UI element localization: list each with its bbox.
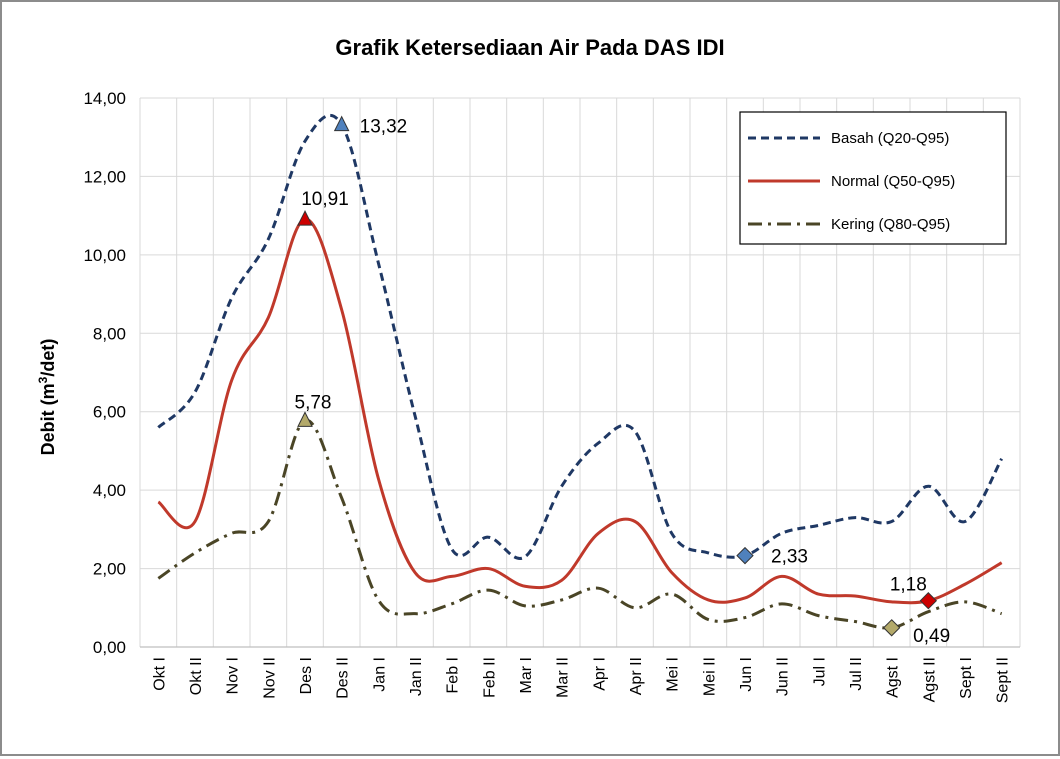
data-label: 2,33 — [771, 547, 808, 568]
data-label: 13,32 — [360, 117, 408, 138]
legend-box — [739, 111, 1007, 245]
legend-label: Kering (Q80-Q95) — [831, 216, 950, 233]
annotation-markers: 13,32 2,33 10,91 1,18 5,78 0,49 — [295, 115, 950, 647]
y-tick-label: 4,00 — [93, 481, 126, 500]
x-tick-label: Jul I — [811, 657, 828, 686]
data-label: 1,18 — [890, 575, 927, 596]
data-label: 10,91 — [301, 189, 349, 210]
x-tick-label: Mar II — [555, 657, 572, 698]
x-tick-label: Okt II — [188, 657, 205, 695]
x-tick-label: Nov I — [225, 657, 242, 694]
x-tick-label: Jun II — [775, 657, 792, 696]
series-line-1 — [157, 217, 1003, 605]
x-tick-label: Des II — [335, 657, 352, 699]
x-tick-label: Agst II — [921, 657, 938, 702]
x-tick-label: Apr II — [628, 657, 645, 695]
x-tick-label: Okt I — [151, 657, 168, 691]
y-tick-label: 14,00 — [83, 89, 126, 108]
min-marker — [736, 546, 754, 565]
x-tick-label: Mei II — [701, 657, 718, 696]
x-tick-label: Des I — [298, 657, 315, 694]
x-tick-label: Jun I — [738, 657, 755, 692]
x-tick-label: Agst I — [885, 657, 902, 698]
x-tick-label: Jan I — [371, 657, 388, 692]
x-tick-label: Feb I — [445, 657, 462, 693]
y-tick-label: 0,00 — [93, 638, 126, 657]
x-tick-label: Sept II — [995, 657, 1012, 703]
legend-label: Basah (Q20-Q95) — [831, 130, 949, 147]
x-tick-label: Jan II — [408, 657, 425, 696]
y-tick-label: 12,00 — [83, 167, 126, 186]
series-lines — [157, 113, 1003, 630]
x-tick-label: Nov II — [261, 657, 278, 699]
peak-marker — [333, 115, 350, 132]
y-tick-label: 8,00 — [93, 324, 126, 343]
y-tick-label: 6,00 — [93, 403, 126, 422]
y-tick-label: 2,00 — [93, 560, 126, 579]
legend-label: Normal (Q50-Q95) — [831, 173, 955, 190]
x-tick-label: Sept I — [958, 657, 975, 699]
min-marker — [882, 619, 901, 637]
min-marker — [919, 592, 938, 610]
peak-marker — [297, 210, 313, 226]
axes: 0,00 2,00 4,00 6,00 8,00 10,00 12,00 14,00 Okt I… — [83, 89, 1020, 703]
legend: Basah (Q20-Q95) Normal (Q50-Q95) Kering (Q… — [739, 111, 1007, 245]
x-tick-label: Feb II — [481, 657, 498, 698]
x-tick-label: Jul II — [848, 657, 865, 691]
data-label: 5,78 — [295, 392, 332, 413]
x-tick-label: Mei I — [665, 657, 682, 692]
x-tick-label: Apr I — [591, 657, 608, 691]
series-line-2 — [157, 418, 1003, 630]
series-line-0 — [157, 113, 1003, 560]
peak-marker — [297, 411, 313, 427]
chart-title: Grafik Ketersediaan Air Pada DAS IDI — [335, 35, 724, 60]
data-label: 0,49 — [913, 626, 950, 647]
y-tick-label: 10,00 — [83, 246, 126, 265]
y-axis-label: Debit (m3/det) — [36, 339, 58, 456]
x-tick-label: Mar I — [518, 657, 535, 693]
